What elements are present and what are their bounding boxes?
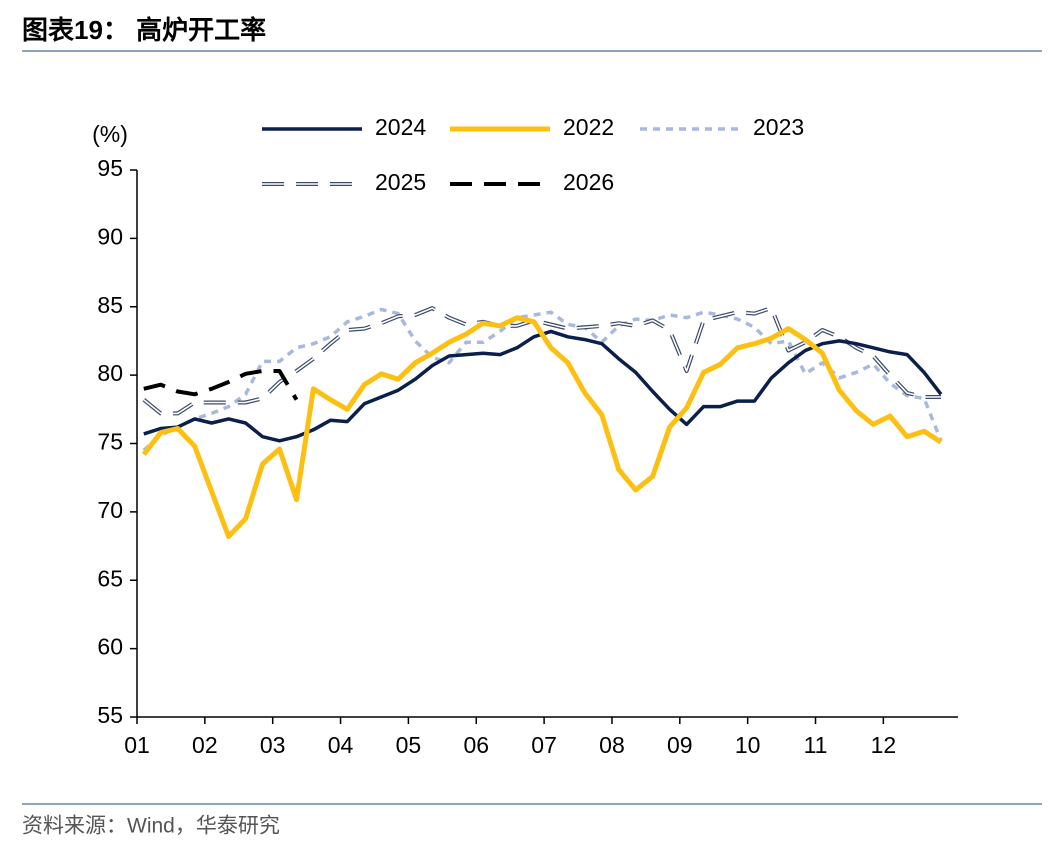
x-tick-label: 05 xyxy=(396,732,422,758)
legend-label: 2025 xyxy=(375,169,426,195)
x-tick-label: 07 xyxy=(531,732,557,758)
x-tick-label: 09 xyxy=(667,732,693,758)
x-tick-label: 03 xyxy=(260,732,286,758)
x-tick-label: 10 xyxy=(735,732,761,758)
series-line xyxy=(143,329,943,443)
y-tick-label: 65 xyxy=(97,565,123,591)
y-tick-label: 85 xyxy=(97,292,123,318)
x-tick-label: 02 xyxy=(192,732,218,758)
x-tick-label: 06 xyxy=(463,732,489,758)
x-tick-label: 12 xyxy=(871,732,897,758)
series-line xyxy=(141,315,943,539)
series-line-inner xyxy=(143,307,941,415)
series-line xyxy=(143,369,299,401)
x-tick-label: 04 xyxy=(328,732,354,758)
chart-title: 图表19： 高炉开工率 xyxy=(22,15,266,45)
legend-label: 2023 xyxy=(753,114,804,140)
y-tick-label: 75 xyxy=(97,429,123,455)
y-tick-label: 95 xyxy=(97,155,123,181)
y-axis-label: (%) xyxy=(92,121,128,147)
series-line xyxy=(142,306,941,416)
y-tick-label: 80 xyxy=(97,360,123,386)
x-tick-label: 11 xyxy=(804,732,828,758)
y-tick-label: 90 xyxy=(97,223,123,249)
legend-label: 2024 xyxy=(375,114,426,140)
legend-label: 2022 xyxy=(563,114,614,140)
y-tick-label: 55 xyxy=(97,702,123,728)
y-tick-label: 60 xyxy=(97,634,123,660)
source: 资料来源：Wind，华泰研究 xyxy=(22,815,280,838)
x-tick-label: 08 xyxy=(599,732,625,758)
y-tick-label: 70 xyxy=(97,497,123,523)
x-tick-label: 01 xyxy=(124,732,150,758)
legend-label: 2026 xyxy=(563,169,614,195)
